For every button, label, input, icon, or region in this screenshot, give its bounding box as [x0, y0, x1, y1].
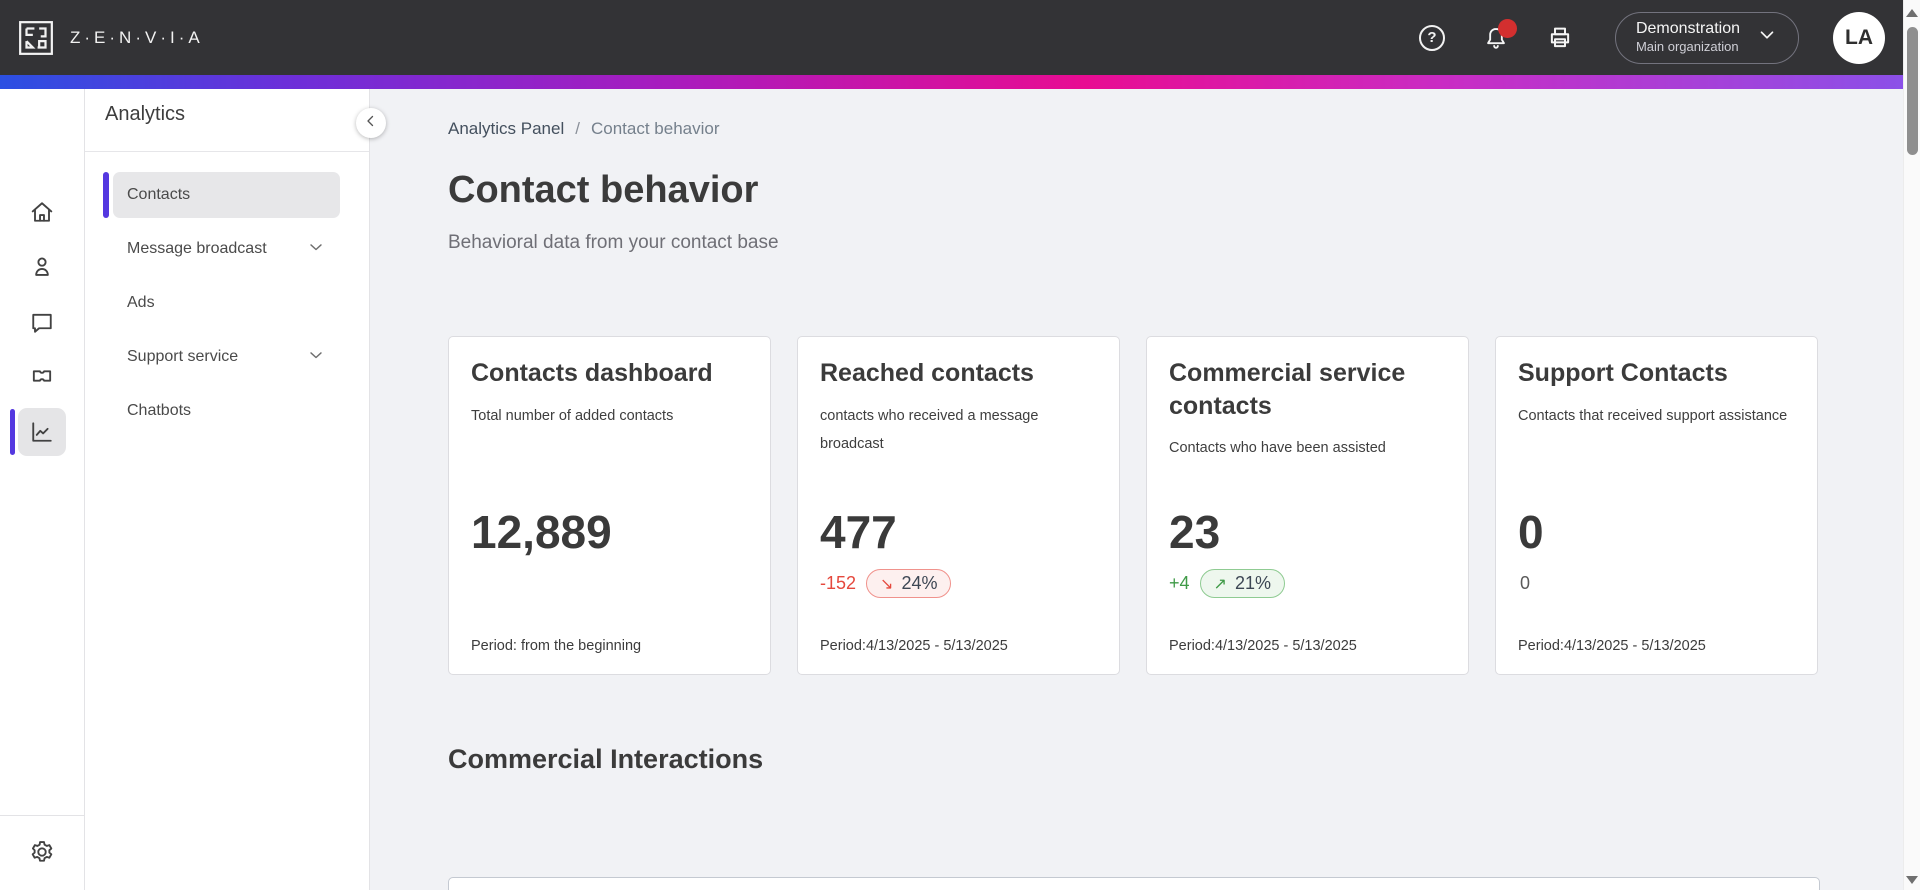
sidebar-item-chatbots[interactable]: Chatbots [127, 402, 192, 419]
section-title-commercial-interactions: Commercial Interactions [448, 744, 764, 774]
contacts-icon[interactable] [18, 243, 66, 291]
card-period: Period:4/13/2025 - 5/13/2025 [1518, 638, 1706, 654]
organization-sub: Main organization [1635, 39, 1739, 55]
trend-up-arrow-icon: ↗ [1213, 575, 1227, 593]
page-title: Contact behavior [448, 169, 759, 211]
chat-icon[interactable] [18, 299, 66, 347]
scroll-down-arrow[interactable] [1906, 876, 1918, 884]
sidebar-item-support-service[interactable]: Support service [113, 334, 340, 380]
card-delta-row: +4 ↗ 21% [1169, 569, 1285, 598]
trend-down-arrow-icon: ↘ [880, 575, 894, 593]
sidebar-divider [85, 151, 369, 152]
percent-value: 24% [901, 573, 938, 593]
card-title: Commercial service contacts [1169, 359, 1406, 420]
card-title: Reached contacts [820, 359, 1034, 387]
percent-value: 21% [1234, 573, 1271, 593]
delta-value: -152 [820, 573, 857, 593]
chevron-down-icon [306, 345, 326, 370]
delta-value: 0 [1520, 573, 1531, 593]
card-delta-row: -152 ↘ 24% [820, 569, 952, 598]
card-period: Period: from the beginning [471, 638, 642, 654]
card-period: Period:4/13/2025 - 5/13/2025 [1169, 638, 1357, 654]
card-description: Total number of added contacts [471, 407, 674, 424]
sidebar-title: Analytics [105, 103, 186, 125]
vertical-scrollbar[interactable] [1903, 0, 1920, 890]
brand-wordmark: Z·E·N·V·I·A [70, 27, 204, 47]
sidebar-item-ads[interactable]: Ads [127, 294, 155, 311]
chevron-down-icon [1756, 24, 1778, 51]
percent-badge: ↘ 24% [866, 569, 952, 598]
zenvia-logo-icon [16, 18, 56, 58]
topbar: Z·E·N·V·I·A ? Demonstration Main organiz… [0, 0, 1903, 75]
main-content: Analytics Panel / Contact behavior Conta… [370, 89, 1903, 890]
sidebar-item-contacts[interactable]: Contacts [113, 172, 340, 218]
card-commercial-service-contacts: Commercial service contacts Contacts who… [1146, 336, 1469, 675]
delta-value: +4 [1169, 573, 1190, 593]
percent-badge: ↗ 21% [1199, 569, 1285, 598]
card-description: Contacts that received support assistanc… [1518, 407, 1788, 424]
card-period: Period:4/13/2025 - 5/13/2025 [820, 638, 1008, 654]
breadcrumb-current: Contact behavior [590, 119, 720, 138]
card-description: contacts who received a message broadcas… [820, 407, 1039, 452]
sidebar-selected-indicator [103, 172, 109, 218]
ticket-icon[interactable] [18, 352, 66, 400]
gear-icon[interactable] [18, 828, 66, 876]
organization-name: Demonstration [1635, 20, 1740, 38]
breadcrumb-analytics-panel[interactable]: Analytics Panel [448, 119, 565, 138]
card-description: Contacts who have been assisted [1169, 440, 1386, 456]
notifications-bell-icon[interactable] [1481, 18, 1517, 53]
sidebar-item-message-broadcast[interactable]: Message broadcast [113, 226, 340, 272]
card-value: 477 [820, 506, 897, 558]
brand: Z·E·N·V·I·A [16, 18, 204, 58]
icon-rail [0, 89, 85, 890]
rail-divider [0, 815, 84, 816]
chevron-down-icon [306, 237, 326, 262]
chevron-left-icon [362, 112, 380, 135]
home-icon[interactable] [18, 188, 66, 236]
scrollbar-thumb[interactable] [1907, 27, 1918, 155]
card-title: Support Contacts [1518, 359, 1728, 387]
user-avatar[interactable]: LA [1833, 11, 1885, 64]
breadcrumb: Analytics Panel / Contact behavior [448, 119, 720, 139]
card-value: 12,889 [471, 506, 612, 558]
commercial-interactions-card [448, 877, 1820, 890]
card-support-contacts: Support Contacts Contacts that received … [1495, 336, 1818, 675]
help-icon[interactable]: ? [1417, 23, 1447, 53]
card-value: 0 [1518, 506, 1544, 558]
card-reached-contacts: Reached contacts contacts who received a… [797, 336, 1120, 675]
sidebar: Analytics Contacts Message broadcast Ads… [85, 89, 370, 890]
analytics-icon[interactable] [18, 408, 66, 456]
kpi-cards-row: Contacts dashboard Total number of added… [448, 336, 1818, 675]
notification-badge [1497, 18, 1517, 38]
brand-gradient-bar [0, 75, 1903, 89]
card-value: 23 [1169, 506, 1221, 558]
scroll-up-arrow[interactable] [1906, 9, 1918, 17]
page-subtitle: Behavioral data from your contact base [448, 232, 779, 253]
card-contacts-dashboard: Contacts dashboard Total number of added… [448, 336, 771, 675]
card-title: Contacts dashboard [471, 359, 713, 387]
breadcrumb-separator: / [575, 119, 580, 138]
printer-icon[interactable] [1545, 23, 1575, 53]
sidebar-collapse-button[interactable] [356, 108, 386, 138]
organization-selector[interactable]: Demonstration Main organization [1614, 11, 1799, 64]
rail-selected-indicator [10, 409, 15, 455]
